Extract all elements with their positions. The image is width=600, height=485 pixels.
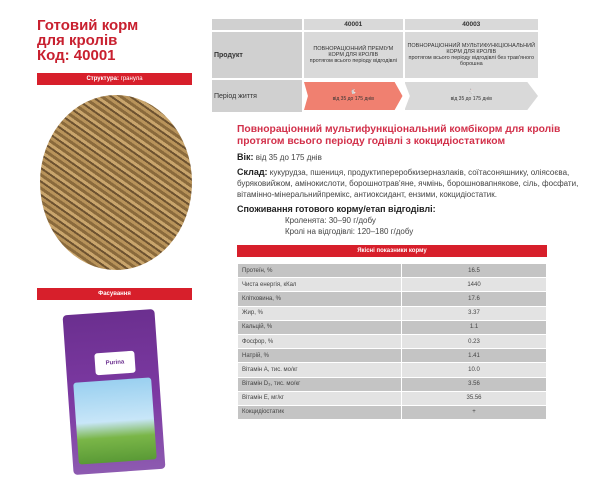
period-arrow: 🐇 від 35 до 175 днів [404,82,538,110]
indicator-name: Кокцидіостатик [237,404,402,421]
indicator-name: Чиста енергія, кКал [237,277,402,293]
table-row: Фосфор, % 0.23 [237,333,547,350]
indicator-name: Фосфор, % [237,333,402,350]
table-row: Протеїн, % 16.5 [237,262,547,279]
table-row: Натрій, % 1.41 [237,348,547,364]
packaging-bar: Фасування [37,288,192,300]
indicator-value: 35.56 [401,390,547,406]
age-text: Вік: від 35 до 175 днів [237,152,322,162]
indicator-value: 3.56 [401,376,547,392]
table-row: Клітковина, % 17.6 [237,291,547,307]
indicator-name: Натрій, % [237,348,402,364]
quality-table: Протеїн, % 16.5 Чиста енергія, кКал 1440 Клі… [237,262,547,421]
description-heading: Повнораціонний мультифункціональний комб… [237,124,561,147]
period-arrow-active: 🐇 від 35 до 175 днів [304,82,403,110]
indicator-name: Жир, % [237,305,402,321]
pellets-image [40,95,192,270]
product-title: Готовий корм для кролів Код: 40001 [37,17,139,64]
indicator-value: 1440 [401,277,547,293]
indicator-name: Вітамін А, тис. мо/кг [237,362,402,378]
indicator-name: Вітамін Е, мг/кг [237,390,402,406]
rabbit-icon: 🐇 [468,89,475,95]
purina-logo: Purina [94,350,136,376]
indicator-name: Вітамін D₃, тис. мо/кг [237,376,402,392]
table-row: Жир, % 3.37 [237,305,547,321]
table-row: Вітамін D₃, тис. мо/кг 3.56 [237,376,547,392]
indicator-name: Клітковина, % [237,291,402,307]
table-row: Кальцій, % 1.1 [237,319,547,335]
table-row: Вітамін Е, мг/кг 35.56 [237,390,547,406]
structure-bar: Структура: гранула [37,73,192,85]
indicator-value: 1.41 [401,348,547,364]
indicator-value: 10.0 [401,362,547,378]
table-row: Чиста енергія, кКал 1440 [237,277,547,293]
indicator-value: + [401,404,547,421]
indicator-value: 3.37 [401,305,547,321]
table-row: Кокцидіостатик + [237,404,547,421]
indicator-value: 0.23 [401,333,547,350]
rabbit-icon: 🐇 [350,89,357,95]
indicator-name: Кальцій, % [237,319,402,335]
composition-text: Склад: кукурудза, пшениця, продуктиперер… [237,167,579,199]
product-table: 40001 40003 Продукт ПОВНОРАЦІОННИЙ ПРЕМІ… [210,17,541,114]
indicator-name: Протеїн, % [237,262,402,279]
rabbits-image [73,377,157,465]
consumption-text: Споживання готового корму/етап відгодівл… [237,204,436,236]
table-row: Вітамін А, тис. мо/кг 10.0 [237,362,547,378]
description-column: Повнораціонний мультифункціональний комб… [237,124,587,421]
indicator-value: 16.5 [401,262,547,279]
product-40001: ПОВНОРАЦІОННИЙ ПРЕМІУМ КОРМ ДЛЯ КРОЛІВ пр… [302,30,405,80]
indicator-value: 1.1 [401,319,547,335]
product-40003: ПОВНОРАЦІОННИЙ МУЛЬТИФУНКЦІОНАЛЬНИЙ КОРМ… [402,30,541,80]
quality-header: Якісні показники корму [237,245,547,257]
indicator-value: 17.6 [401,291,547,307]
